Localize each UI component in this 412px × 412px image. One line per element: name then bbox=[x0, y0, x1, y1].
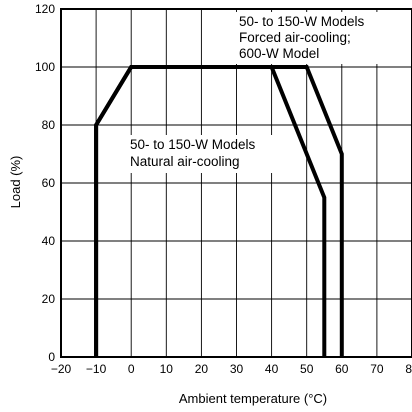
plot-border bbox=[60, 8, 412, 358]
y-tick-label: 0 bbox=[48, 350, 55, 364]
annotation-2: 50- to 150-W Models Natural air-cooling bbox=[127, 135, 287, 173]
y-tick-label: 60 bbox=[42, 176, 56, 190]
x-tick-label: 50 bbox=[300, 362, 314, 376]
x-tick-label: 10 bbox=[160, 362, 174, 376]
y-tick-labels: 0 20 40 60 80 100 120 bbox=[35, 2, 55, 364]
x-tick-label: −20 bbox=[51, 362, 72, 376]
x-tick-label: 70 bbox=[370, 362, 384, 376]
series-lines bbox=[94, 65, 344, 357]
series-line-2 bbox=[94, 65, 344, 357]
y-axis-label: Load (%) bbox=[8, 156, 23, 209]
y-tick-label: 40 bbox=[42, 234, 56, 248]
x-tick-label: 30 bbox=[230, 362, 244, 376]
x-tick-label: 0 bbox=[128, 362, 135, 376]
x-tick-label: −10 bbox=[86, 362, 107, 376]
y-tick-label: 80 bbox=[42, 118, 56, 132]
annotation-background bbox=[236, 12, 408, 64]
y-tick-label: 20 bbox=[42, 292, 56, 306]
x-tick-label: 80 bbox=[405, 362, 412, 376]
annotation-background bbox=[127, 135, 287, 173]
annotation-line: 50- to 150-W Models bbox=[130, 137, 256, 152]
x-tick-label: 20 bbox=[195, 362, 209, 376]
annotation-line: 50- to 150-W Models bbox=[239, 14, 365, 29]
x-tick-labels: −20 −10 0 10 20 30 40 50 60 70 80 bbox=[51, 362, 412, 376]
x-tick-label: 40 bbox=[265, 362, 279, 376]
y-tick-label: 100 bbox=[35, 60, 55, 74]
annotation-line: Natural air-cooling bbox=[130, 154, 240, 169]
x-axis-label: Ambient temperature (°C) bbox=[179, 391, 327, 406]
annotation-line: Forced air-cooling; bbox=[239, 30, 351, 45]
y-tick-label: 120 bbox=[35, 2, 55, 16]
annotation-line: 600-W Model bbox=[239, 46, 319, 61]
x-tick-label: 60 bbox=[335, 362, 349, 376]
